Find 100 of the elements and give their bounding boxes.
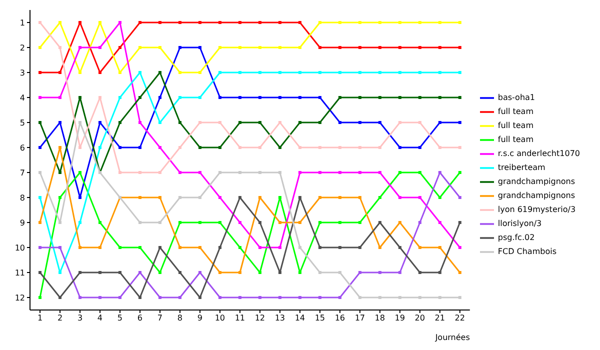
point <box>458 146 462 149</box>
point <box>418 296 422 299</box>
point <box>378 246 382 249</box>
point <box>418 46 422 49</box>
point <box>258 46 262 49</box>
point <box>238 246 242 249</box>
point <box>98 46 102 49</box>
point <box>178 21 182 24</box>
point <box>398 71 402 74</box>
point <box>398 246 402 249</box>
point <box>118 271 122 274</box>
point <box>278 121 282 124</box>
line-series <box>38 71 462 174</box>
legend-label: r.s.c anderlecht1070 <box>498 149 580 158</box>
legend-label: full team <box>498 121 534 130</box>
point <box>178 121 182 124</box>
point <box>138 121 142 124</box>
point <box>298 146 302 149</box>
point <box>198 71 202 74</box>
point <box>218 46 222 49</box>
point <box>338 71 342 74</box>
point <box>178 171 182 174</box>
point <box>358 71 362 74</box>
point <box>118 21 122 24</box>
point <box>458 271 462 274</box>
x-tick-label: 11 <box>234 314 246 323</box>
point <box>138 46 142 49</box>
point <box>298 246 302 249</box>
point <box>398 146 402 149</box>
point <box>458 21 462 24</box>
point <box>98 71 102 74</box>
point <box>418 271 422 274</box>
x-tick-label: 12 <box>254 314 266 323</box>
point <box>258 146 262 149</box>
point <box>438 21 442 24</box>
point <box>278 46 282 49</box>
point <box>258 121 262 124</box>
point <box>318 296 322 299</box>
y-tick-label: 5 <box>20 118 25 128</box>
x-tick-label: 4 <box>97 314 103 323</box>
line-series <box>38 46 462 199</box>
point <box>438 221 442 224</box>
point <box>158 96 162 99</box>
x-tick-label: 2 <box>57 314 63 323</box>
point <box>438 96 442 99</box>
point <box>158 121 162 124</box>
point <box>298 46 302 49</box>
point <box>238 146 242 149</box>
point <box>158 146 162 149</box>
point <box>318 46 322 49</box>
point <box>238 21 242 24</box>
point <box>178 271 182 274</box>
point <box>278 96 282 99</box>
point <box>338 271 342 274</box>
point <box>118 46 122 49</box>
line-series <box>38 21 462 174</box>
point <box>398 196 402 199</box>
point <box>178 221 182 224</box>
point <box>118 296 122 299</box>
point <box>278 171 282 174</box>
point <box>98 246 102 249</box>
point <box>218 71 222 74</box>
point <box>318 21 322 24</box>
point <box>198 271 202 274</box>
point <box>438 296 442 299</box>
point <box>318 271 322 274</box>
point <box>458 221 462 224</box>
point <box>378 271 382 274</box>
point <box>258 196 262 199</box>
point <box>318 96 322 99</box>
y-tick-label: 3 <box>20 68 25 78</box>
point <box>278 196 282 199</box>
point <box>238 121 242 124</box>
point <box>438 196 442 199</box>
point <box>358 46 362 49</box>
point <box>358 296 362 299</box>
point <box>298 296 302 299</box>
point <box>378 21 382 24</box>
point <box>198 121 202 124</box>
point <box>358 121 362 124</box>
y-tick-label: 11 <box>14 268 25 278</box>
point <box>98 121 102 124</box>
point <box>238 71 242 74</box>
point <box>218 146 222 149</box>
point <box>458 246 462 249</box>
point <box>378 46 382 49</box>
point <box>78 246 82 249</box>
x-tick-label: 21 <box>434 314 445 323</box>
point <box>358 146 362 149</box>
point <box>338 46 342 49</box>
point <box>338 21 342 24</box>
legend-label: grandchampignons <box>498 191 576 200</box>
point <box>78 221 82 224</box>
point <box>218 121 222 124</box>
point <box>138 21 142 24</box>
legend-label: grandchampignons <box>498 177 576 186</box>
x-tick-label: 18 <box>374 314 385 323</box>
point <box>358 96 362 99</box>
point <box>458 121 462 124</box>
legend-label: full team <box>498 107 534 116</box>
